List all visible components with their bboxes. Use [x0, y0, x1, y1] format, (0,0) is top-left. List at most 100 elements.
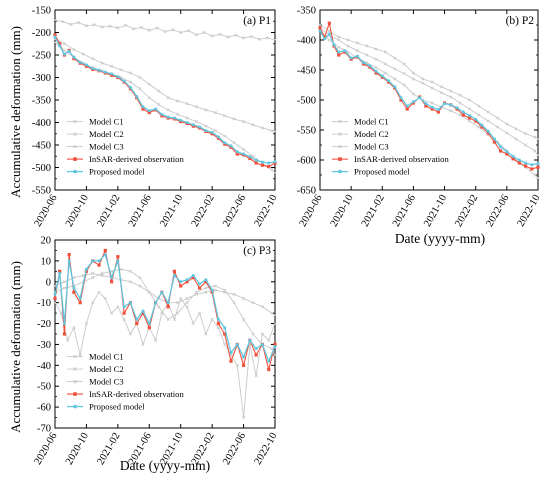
- proposed-point: [198, 125, 202, 129]
- proposed-point: [97, 259, 101, 263]
- legend-marker: [73, 132, 77, 136]
- ytick-label: -200: [32, 28, 51, 39]
- legend-marker: [338, 169, 342, 174]
- model-point: [163, 30, 167, 34]
- proposed-point: [349, 56, 353, 60]
- legend-label: InSAR-derived observation: [89, 389, 184, 399]
- model-point: [430, 80, 434, 84]
- xtick-label: 2022-02: [453, 193, 480, 229]
- observation-point: [116, 255, 120, 259]
- model-point: [374, 66, 378, 70]
- proposed-point: [62, 322, 66, 326]
- proposed-point: [216, 317, 220, 321]
- model-point: [467, 107, 472, 111]
- ytick-label: -650: [297, 186, 316, 197]
- ytick-label: -600: [297, 156, 316, 167]
- model-point: [486, 110, 490, 114]
- proposed-point: [72, 286, 76, 290]
- ytick-label: -30: [37, 340, 51, 351]
- ytick-label: -20: [37, 319, 51, 330]
- model-point: [108, 24, 112, 28]
- model-point: [72, 326, 76, 330]
- proposed-point: [204, 129, 208, 133]
- observation-point: [53, 296, 57, 301]
- model-point: [495, 125, 500, 129]
- observation-point: [499, 149, 503, 153]
- legend-marker: [338, 132, 342, 136]
- observation-point: [62, 332, 67, 336]
- model-point: [109, 64, 114, 68]
- proposed-point: [135, 94, 139, 98]
- model-point: [116, 26, 120, 30]
- model-point: [147, 82, 151, 86]
- model-point: [223, 342, 227, 347]
- model-point: [179, 296, 183, 301]
- proposed-point: [327, 32, 331, 36]
- observation-point: [505, 152, 509, 156]
- proposed-point: [467, 114, 471, 118]
- observation-point: [323, 35, 327, 39]
- proposed-point: [210, 130, 214, 134]
- observation-point: [197, 286, 202, 290]
- ytick-label: -500: [297, 96, 316, 107]
- proposed-point: [160, 112, 164, 116]
- proposed-point: [492, 137, 496, 141]
- model-point: [72, 48, 76, 52]
- model-point: [204, 108, 208, 112]
- model-point: [355, 41, 359, 45]
- model-point: [505, 122, 509, 126]
- legend-marker: [73, 379, 77, 384]
- legend-marker: [73, 157, 77, 161]
- observation-point: [523, 164, 528, 168]
- model-point: [53, 284, 57, 288]
- observation-point: [248, 156, 252, 161]
- panel-c: -70 -60 -50 -40 -30 -20 -10 0 10 20 2020-06 2020-10…: [33, 236, 280, 467]
- model-point: [533, 135, 537, 139]
- model-point: [175, 112, 180, 116]
- model-point: [131, 27, 136, 31]
- model-point: [374, 57, 378, 61]
- legend-marker: [73, 392, 77, 396]
- model-point: [213, 284, 217, 288]
- model-point: [122, 317, 126, 321]
- proposed-point: [154, 107, 158, 111]
- model-point: [72, 276, 76, 280]
- model-point: [210, 34, 214, 38]
- proposed-point: [248, 338, 252, 342]
- observation-point: [58, 269, 62, 273]
- model-point: [439, 85, 444, 89]
- xtick-label: 2021-10: [158, 193, 185, 229]
- proposed-point: [267, 359, 271, 363]
- ytick-label: -550: [32, 186, 51, 197]
- proposed-point: [474, 117, 478, 121]
- observation-point: [191, 276, 195, 280]
- xtick-label: 2020-06: [298, 193, 325, 229]
- observation-point: [147, 326, 151, 330]
- model-point: [439, 91, 444, 95]
- xtick-label: 2020-06: [33, 193, 60, 229]
- proposed-point: [424, 102, 428, 106]
- model-point: [91, 301, 95, 305]
- model-point: [53, 40, 57, 44]
- model-point: [383, 71, 387, 75]
- model-point: [241, 317, 246, 321]
- model-point: [128, 71, 133, 75]
- model-point: [241, 415, 246, 420]
- model-point: [458, 113, 462, 117]
- model-point: [185, 301, 189, 305]
- model-point: [536, 176, 540, 180]
- observation-point: [267, 367, 271, 372]
- proposed-point: [91, 259, 95, 263]
- series-model-c3: [54, 268, 276, 356]
- model-point: [76, 21, 81, 25]
- proposed-point: [166, 115, 170, 119]
- model-point: [251, 123, 255, 127]
- model-point: [449, 89, 453, 93]
- observation-point: [166, 305, 170, 309]
- xtick-label: 2021-02: [360, 193, 387, 229]
- model-point: [202, 30, 206, 35]
- xtick-label: 2022-06: [221, 431, 248, 467]
- model-point: [128, 332, 133, 336]
- model-point: [97, 290, 101, 294]
- model-point: [411, 77, 416, 81]
